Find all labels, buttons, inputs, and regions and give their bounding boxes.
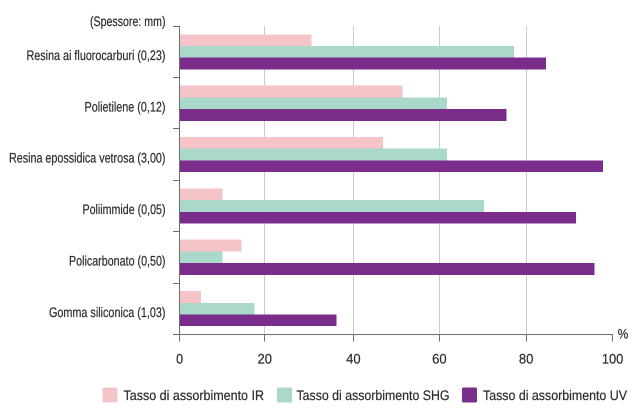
svg-text:Tasso di assorbimento UV: Tasso di assorbimento UV [483, 388, 628, 403]
svg-text:60: 60 [432, 352, 447, 367]
svg-text:0: 0 [176, 352, 183, 367]
svg-text:20: 20 [258, 352, 273, 367]
svg-text:100: 100 [602, 352, 624, 367]
svg-text:Resina epossidica vetrosa (3,0: Resina epossidica vetrosa (3,00) [9, 151, 166, 166]
svg-text:Polietilene (0,12): Polietilene (0,12) [85, 99, 166, 114]
svg-text:40: 40 [346, 352, 361, 367]
svg-text:Tasso di assorbimento IR: Tasso di assorbimento IR [124, 388, 265, 403]
svg-text:Poliimmide (0,05): Poliimmide (0,05) [83, 202, 166, 217]
svg-text:%: % [618, 326, 629, 341]
svg-text:Resina ai fluorocarburi (0,23): Resina ai fluorocarburi (0,23) [27, 48, 166, 63]
svg-text:80: 80 [519, 352, 534, 367]
svg-text:Tasso di assorbimento SHG: Tasso di assorbimento SHG [297, 388, 450, 403]
svg-text:Gomma siliconica (1,03): Gomma siliconica (1,03) [49, 305, 166, 320]
svg-text:(Spessore: mm): (Spessore: mm) [90, 14, 166, 29]
svg-text:Policarbonato (0,50): Policarbonato (0,50) [69, 253, 166, 268]
